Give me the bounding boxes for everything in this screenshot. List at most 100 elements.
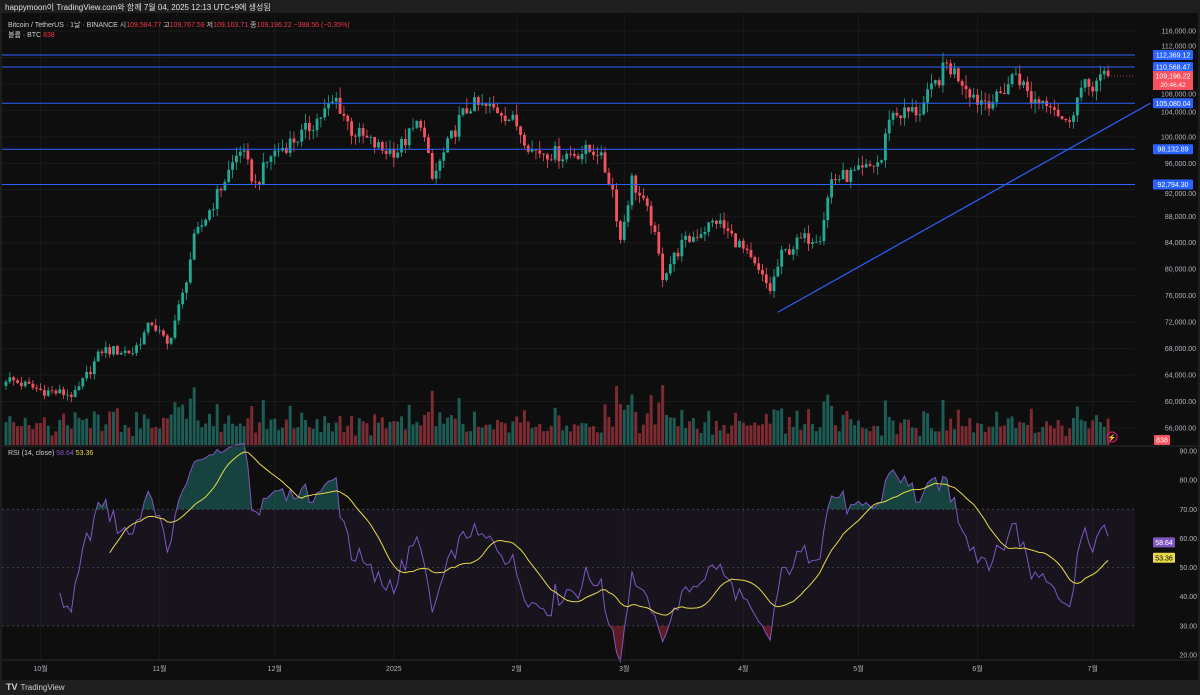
volume-bar <box>976 423 980 445</box>
candle-body <box>549 159 553 161</box>
candle-body <box>346 115 350 122</box>
volume-bar <box>96 414 100 445</box>
close-label: 종 <box>250 22 257 29</box>
tag-bg <box>1153 50 1193 61</box>
candle-body <box>473 97 476 112</box>
volume-bar <box>542 431 546 445</box>
volume-bar <box>127 427 131 445</box>
candle-body <box>688 235 691 242</box>
candle-body <box>119 352 123 355</box>
volume-bar <box>261 400 265 445</box>
volume-bar <box>423 414 427 445</box>
candle-body <box>503 115 507 122</box>
level-price-tag[interactable]: 110,568.47 <box>1153 61 1193 72</box>
volume-bar <box>311 428 315 445</box>
volume-bar <box>645 413 649 445</box>
candle-body <box>576 155 580 160</box>
candle-body <box>1014 73 1018 75</box>
volume-bar <box>1087 428 1091 445</box>
candle-body <box>419 120 423 128</box>
candle-body <box>826 197 830 221</box>
volume-bar <box>599 432 603 445</box>
candle-body <box>1091 86 1095 92</box>
volume-bar <box>1075 406 1079 445</box>
volume-bar <box>691 417 695 445</box>
volume-bar <box>584 423 588 445</box>
volume-bar <box>1006 418 1010 445</box>
volume-bar <box>165 418 169 445</box>
rsi-title[interactable]: RSI (14, close) <box>8 450 55 457</box>
candle-body <box>903 107 906 119</box>
level-price-tag[interactable]: 112,369.12 <box>1153 50 1193 61</box>
volume-bar <box>27 425 31 445</box>
candle-body <box>715 220 718 224</box>
price-tick-label: 108,000.00 <box>1161 91 1196 98</box>
candle-body <box>745 248 749 251</box>
level-price-tag[interactable]: 105,080.04 <box>1153 98 1193 109</box>
candle-body <box>1079 87 1083 98</box>
candle-body <box>672 252 676 265</box>
candle-body <box>327 103 330 109</box>
volume-bar <box>304 419 308 445</box>
volume-tag[interactable]: 838 <box>1154 435 1170 445</box>
candle-body <box>926 89 929 103</box>
candle-body <box>891 112 895 120</box>
volume-bar <box>572 424 576 445</box>
price-tick-label: 56,000.00 <box>1165 426 1196 433</box>
candle-body <box>39 388 42 391</box>
candle-body <box>427 137 430 154</box>
candle-body <box>73 390 77 398</box>
candle-body <box>173 320 177 338</box>
volume-bar <box>1056 419 1060 445</box>
svg-text:⚡: ⚡ <box>1108 433 1117 442</box>
candle-body <box>630 175 634 206</box>
candle-body <box>323 108 327 118</box>
volume-bar <box>338 416 342 445</box>
candle-body <box>987 101 991 109</box>
footer-brand[interactable]: TV TradingView <box>6 682 65 692</box>
volume-bar <box>1022 422 1026 445</box>
candle-body <box>188 259 192 283</box>
tag-label: 838 <box>1156 438 1168 445</box>
volume-bar <box>400 416 404 445</box>
volume-label[interactable]: 볼륨 · BTC <box>8 32 42 39</box>
volume-bar <box>192 387 196 445</box>
volume-bar <box>680 409 684 445</box>
candle-body <box>880 160 883 163</box>
candle-body <box>112 346 115 355</box>
candle-body <box>177 304 181 321</box>
volume-bar <box>81 420 85 445</box>
volume-flash-icon[interactable]: ⚡ <box>1106 431 1118 443</box>
chart-panel[interactable] <box>2 13 1198 680</box>
symbol-legend: Bitcoin / TetherUS · 1날 · BINANCE 시109,5… <box>8 20 350 30</box>
volume-bar <box>4 422 8 445</box>
candle-body <box>446 138 449 153</box>
volume-bar <box>62 413 66 445</box>
volume-bar <box>734 412 738 445</box>
volume-bar <box>941 399 945 445</box>
candle-body <box>350 121 353 136</box>
volume-bar <box>288 405 292 445</box>
volume-bar <box>39 423 43 445</box>
candle-body <box>108 347 112 355</box>
symbol-title[interactable]: Bitcoin / TetherUS · 1날 · BINANCE <box>8 22 118 29</box>
volume-bar <box>488 424 492 445</box>
level-price-tag[interactable]: 92,794.30 <box>1153 179 1193 190</box>
rsi-ma-tag[interactable]: 53.36 <box>1153 552 1175 563</box>
rsi-value-tag[interactable]: 58.64 <box>1153 537 1175 548</box>
volume-bar <box>641 424 645 445</box>
volume-bar <box>918 435 922 445</box>
volume-bar <box>88 428 92 445</box>
volume-bar <box>979 423 983 445</box>
candle-body <box>4 381 8 386</box>
candle-body <box>319 117 323 119</box>
volume-bar <box>438 412 442 445</box>
level-price-tag[interactable]: 98,132.89 <box>1153 144 1193 155</box>
candle-body <box>342 113 346 116</box>
volume-bar <box>906 419 910 445</box>
candle-body <box>1056 109 1060 117</box>
candle-body <box>611 184 615 190</box>
volume-bar <box>442 423 446 445</box>
candle-body <box>757 263 761 270</box>
